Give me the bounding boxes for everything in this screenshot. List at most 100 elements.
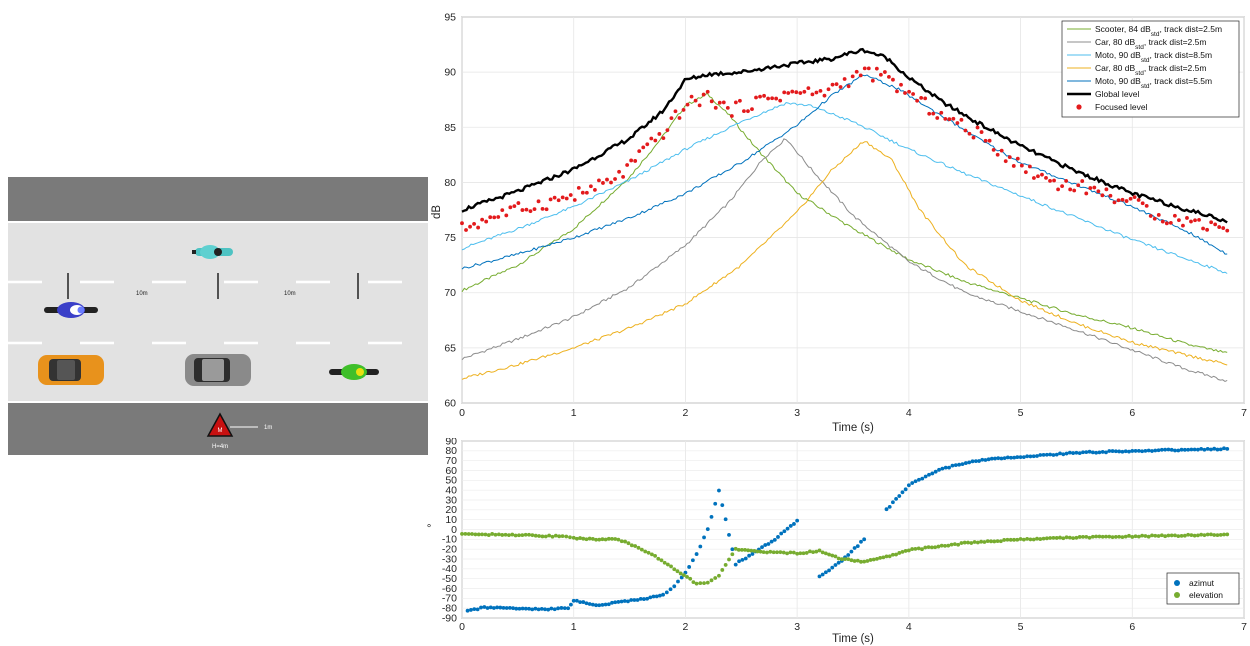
data-point	[508, 205, 513, 210]
data-point	[749, 548, 754, 553]
data-point	[571, 598, 576, 603]
data-point	[560, 534, 565, 539]
data-point	[705, 527, 710, 532]
data-point	[717, 100, 722, 105]
data-point	[581, 600, 586, 604]
data-point	[547, 533, 552, 538]
data-point	[975, 540, 980, 545]
data-point	[973, 459, 978, 464]
legend-swatch	[1174, 580, 1180, 586]
data-point	[1130, 535, 1135, 539]
data-point	[1143, 534, 1148, 538]
data-point	[1044, 536, 1049, 541]
data-point	[557, 534, 562, 539]
data-point	[1081, 534, 1085, 539]
data-point	[1036, 174, 1040, 179]
data-point	[1127, 449, 1131, 454]
data-point	[632, 598, 637, 602]
data-point	[801, 551, 806, 556]
data-point	[527, 532, 531, 537]
data-point	[654, 594, 659, 599]
data-point	[1202, 533, 1207, 538]
data-point	[775, 550, 779, 555]
data-point	[619, 599, 624, 604]
data-point	[946, 543, 951, 548]
data-point	[709, 99, 714, 104]
data-point	[713, 576, 718, 580]
data-point	[1021, 455, 1026, 459]
data-point	[936, 544, 941, 549]
series-line	[461, 92, 1228, 353]
data-point	[891, 77, 895, 82]
x-tick-label: 5	[1018, 407, 1024, 419]
data-point	[661, 136, 666, 141]
data-point	[993, 456, 997, 461]
data-point	[1005, 455, 1010, 460]
data-point	[691, 580, 696, 585]
data-point	[923, 96, 928, 101]
data-point	[887, 74, 891, 79]
data-point	[1225, 228, 1230, 233]
data-point	[633, 159, 638, 163]
data-point	[987, 138, 992, 143]
data-point	[687, 565, 692, 569]
data-point	[665, 128, 670, 133]
data-point	[482, 605, 487, 609]
series-group	[460, 47, 1230, 382]
y-axis-label: °	[427, 523, 432, 535]
data-point	[791, 550, 796, 555]
data-point	[1064, 451, 1069, 456]
data-point	[705, 580, 710, 585]
legend-box	[1166, 572, 1240, 605]
focused-level-markers	[460, 66, 1230, 233]
legend-swatch	[1076, 104, 1082, 110]
data-point	[1038, 537, 1043, 541]
data-point	[911, 92, 915, 96]
data-point	[498, 605, 503, 610]
data-point	[817, 574, 822, 579]
distance-label-2: 10m	[284, 291, 296, 297]
data-point	[559, 606, 564, 610]
data-point	[770, 96, 775, 101]
data-point	[556, 606, 560, 611]
data-point	[913, 479, 918, 484]
data-point	[664, 590, 669, 595]
data-point	[1156, 448, 1161, 453]
data-point	[495, 605, 500, 610]
data-point	[786, 91, 791, 95]
data-point	[606, 602, 611, 607]
data-point	[1071, 451, 1076, 455]
data-point	[916, 546, 921, 551]
data-point	[1156, 534, 1161, 538]
data-point	[648, 595, 653, 600]
data-point	[637, 149, 642, 154]
data-point	[1061, 536, 1066, 541]
data-point	[995, 539, 1000, 544]
data-point	[460, 221, 464, 226]
data-point	[523, 606, 528, 611]
data-point	[854, 69, 859, 74]
data-point	[488, 215, 493, 220]
data-point	[1172, 213, 1177, 218]
data-point	[884, 507, 889, 512]
data-point	[1032, 176, 1036, 180]
data-point	[492, 606, 496, 610]
data-point	[1212, 533, 1217, 537]
data-point	[613, 600, 618, 605]
data-point	[676, 579, 680, 584]
data-point	[1196, 447, 1200, 452]
data-point	[1088, 186, 1093, 190]
data-point	[681, 108, 686, 112]
data-point	[1225, 446, 1230, 451]
data-point	[496, 532, 501, 537]
data-point	[1048, 452, 1053, 457]
series-line	[461, 138, 1228, 382]
data-point	[475, 607, 480, 612]
data-point	[562, 606, 567, 611]
y-tick-label: 80	[444, 177, 456, 189]
data-point	[959, 541, 964, 545]
data-point	[868, 558, 873, 562]
y-tick-label: 80	[445, 445, 457, 457]
data-point	[463, 531, 468, 536]
data-point	[979, 539, 984, 544]
